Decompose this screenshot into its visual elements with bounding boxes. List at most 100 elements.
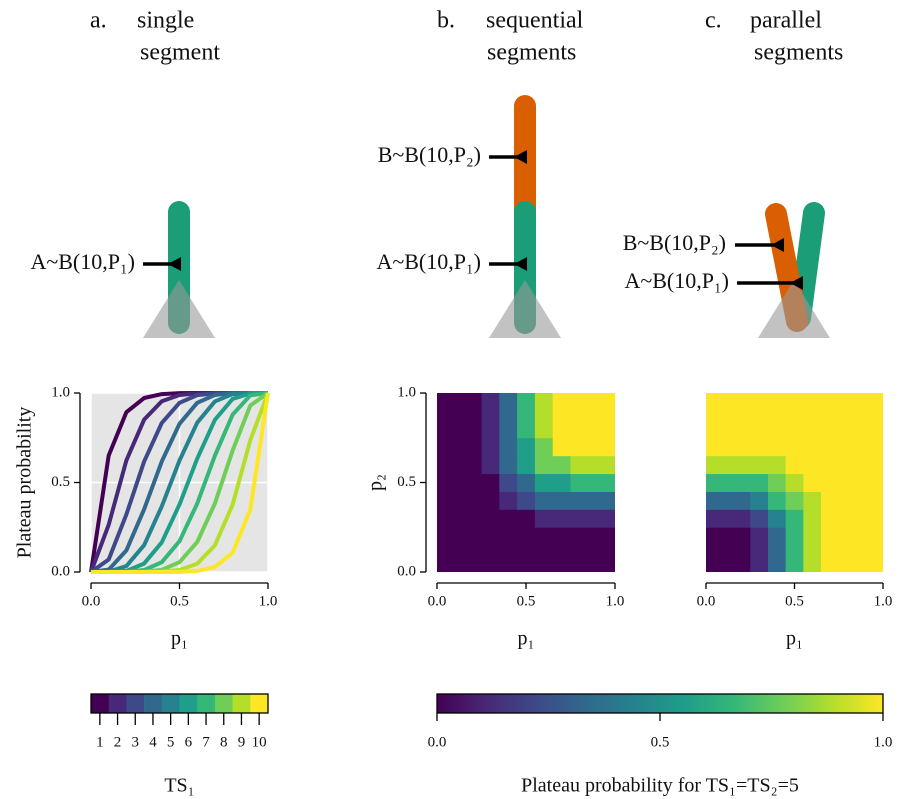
- heatmap-cell: [767, 509, 787, 528]
- heatmap-cell: [750, 401, 769, 421]
- heatmap-cell: [803, 393, 822, 403]
- diagram-a: A~B(10,P₁): [30, 201, 215, 338]
- x-tick-label: 0.0: [697, 593, 716, 609]
- legend-label: 7: [202, 734, 210, 750]
- heatmap-cell: [785, 491, 804, 510]
- heatmap-cell: [856, 419, 875, 439]
- legend-swatch: [91, 694, 109, 713]
- heatmap-cell: [874, 491, 883, 510]
- heatmap-cell: [714, 527, 734, 546]
- y-tick-label: 0.5: [51, 474, 70, 490]
- heatmap-cell: [767, 527, 787, 546]
- legend-swatch: [144, 694, 163, 713]
- series-line: [91, 392, 270, 574]
- heatmap-cell: [803, 527, 822, 546]
- x-tick-label: 0.0: [82, 593, 101, 609]
- heatmap-cell: [706, 509, 716, 528]
- legend-label: 6: [185, 734, 193, 750]
- segment-label: A~B(10,P₁): [624, 268, 729, 293]
- heatmap-cell: [838, 563, 857, 572]
- heatmap-cell: [499, 491, 518, 510]
- heatmap-cell: [714, 393, 734, 403]
- heatmap-cell: [856, 393, 875, 403]
- legend-label: 2: [114, 734, 122, 750]
- heatmap-cell: [874, 419, 883, 439]
- heatmap-cell: [437, 401, 447, 421]
- heatmap-cell: [785, 437, 804, 457]
- heatmap-cell: [606, 563, 615, 572]
- heatmap-cell: [445, 473, 465, 492]
- heatmap-cell: [714, 473, 734, 492]
- heatmap-cell: [714, 401, 734, 421]
- x-tick-label: 1.0: [874, 593, 893, 609]
- y-axis-label: Plateau probability: [14, 407, 36, 559]
- heatmap-cell: [437, 437, 447, 457]
- legend-label: 9: [238, 734, 246, 750]
- heatmap-cell: [517, 545, 536, 564]
- heatmap-cell: [481, 527, 500, 546]
- legend-label: 4: [149, 734, 157, 750]
- heatmap-cell: [732, 491, 751, 510]
- heatmap-cell: [481, 455, 500, 475]
- heatmap-cell: [499, 473, 518, 492]
- legend-swatch: [161, 694, 180, 713]
- heatmap-cell: [552, 527, 571, 546]
- heatmap-cell: [570, 491, 589, 510]
- heatmap-cell: [732, 455, 751, 475]
- heatmap-cell: [821, 509, 840, 528]
- heatmap-cell: [732, 509, 751, 528]
- heatmap-cell: [499, 563, 518, 572]
- y-tick-label: 1.0: [397, 384, 416, 400]
- heatmap-cell: [874, 401, 883, 421]
- heatmap-cell: [732, 419, 751, 439]
- heatmap-cell: [706, 419, 716, 439]
- heatmap-cell: [534, 437, 554, 457]
- heatmap-cell: [706, 455, 716, 475]
- heatmap-cell: [445, 419, 465, 439]
- x-tick-label: 0.5: [170, 593, 189, 609]
- heatmap-cell: [606, 473, 615, 492]
- arrow-head: [771, 238, 784, 252]
- panel-letter: a.: [90, 8, 107, 34]
- heatmap-cell: [606, 393, 615, 403]
- heatmap-cell: [463, 455, 482, 475]
- legend-title: TS₁: [164, 775, 194, 797]
- heatmap-cell: [499, 545, 518, 564]
- heatmap-cell: [552, 455, 571, 475]
- heatmap-cell: [499, 419, 518, 439]
- heatmap-cell: [437, 455, 447, 475]
- heatmap-cell: [785, 401, 804, 421]
- heatmap-cell: [517, 473, 536, 492]
- heatmap-cell: [750, 563, 769, 572]
- heatmap-cell: [481, 509, 500, 528]
- heatmap-cell: [821, 563, 840, 572]
- heatmap-cell: [445, 437, 465, 457]
- legend-label: 10: [252, 734, 267, 750]
- heatmap-cell: [732, 527, 751, 546]
- base: [489, 280, 561, 338]
- colorbar-tick-label: 0.0: [428, 734, 447, 750]
- y-tick-label: 0.5: [397, 474, 416, 490]
- heatmap-cell: [838, 437, 857, 457]
- heatmap-cell: [714, 545, 734, 564]
- heatmap-cell: [732, 393, 751, 403]
- heatmap-cell: [463, 401, 482, 421]
- heatmap-cell: [570, 401, 589, 421]
- heatmap-cell: [874, 563, 883, 572]
- heatmap-cell: [767, 393, 787, 403]
- heatmap-cell: [463, 527, 482, 546]
- heatmap-cell: [821, 401, 840, 421]
- heatmap-cell: [714, 563, 734, 572]
- heatmap-cell: [517, 437, 536, 457]
- heatmap-cell: [499, 509, 518, 528]
- heatmap-cell: [588, 491, 607, 510]
- heatmap-cell: [534, 491, 554, 510]
- heatmap-cell: [570, 527, 589, 546]
- heatmap-cell: [706, 527, 716, 546]
- heatmap-cell: [874, 455, 883, 475]
- heatmap-cell: [821, 527, 840, 546]
- heatmap-cell: [499, 527, 518, 546]
- heatmap-cell: [499, 401, 518, 421]
- heatmap-cell: [445, 545, 465, 564]
- heatmap-cell: [767, 401, 787, 421]
